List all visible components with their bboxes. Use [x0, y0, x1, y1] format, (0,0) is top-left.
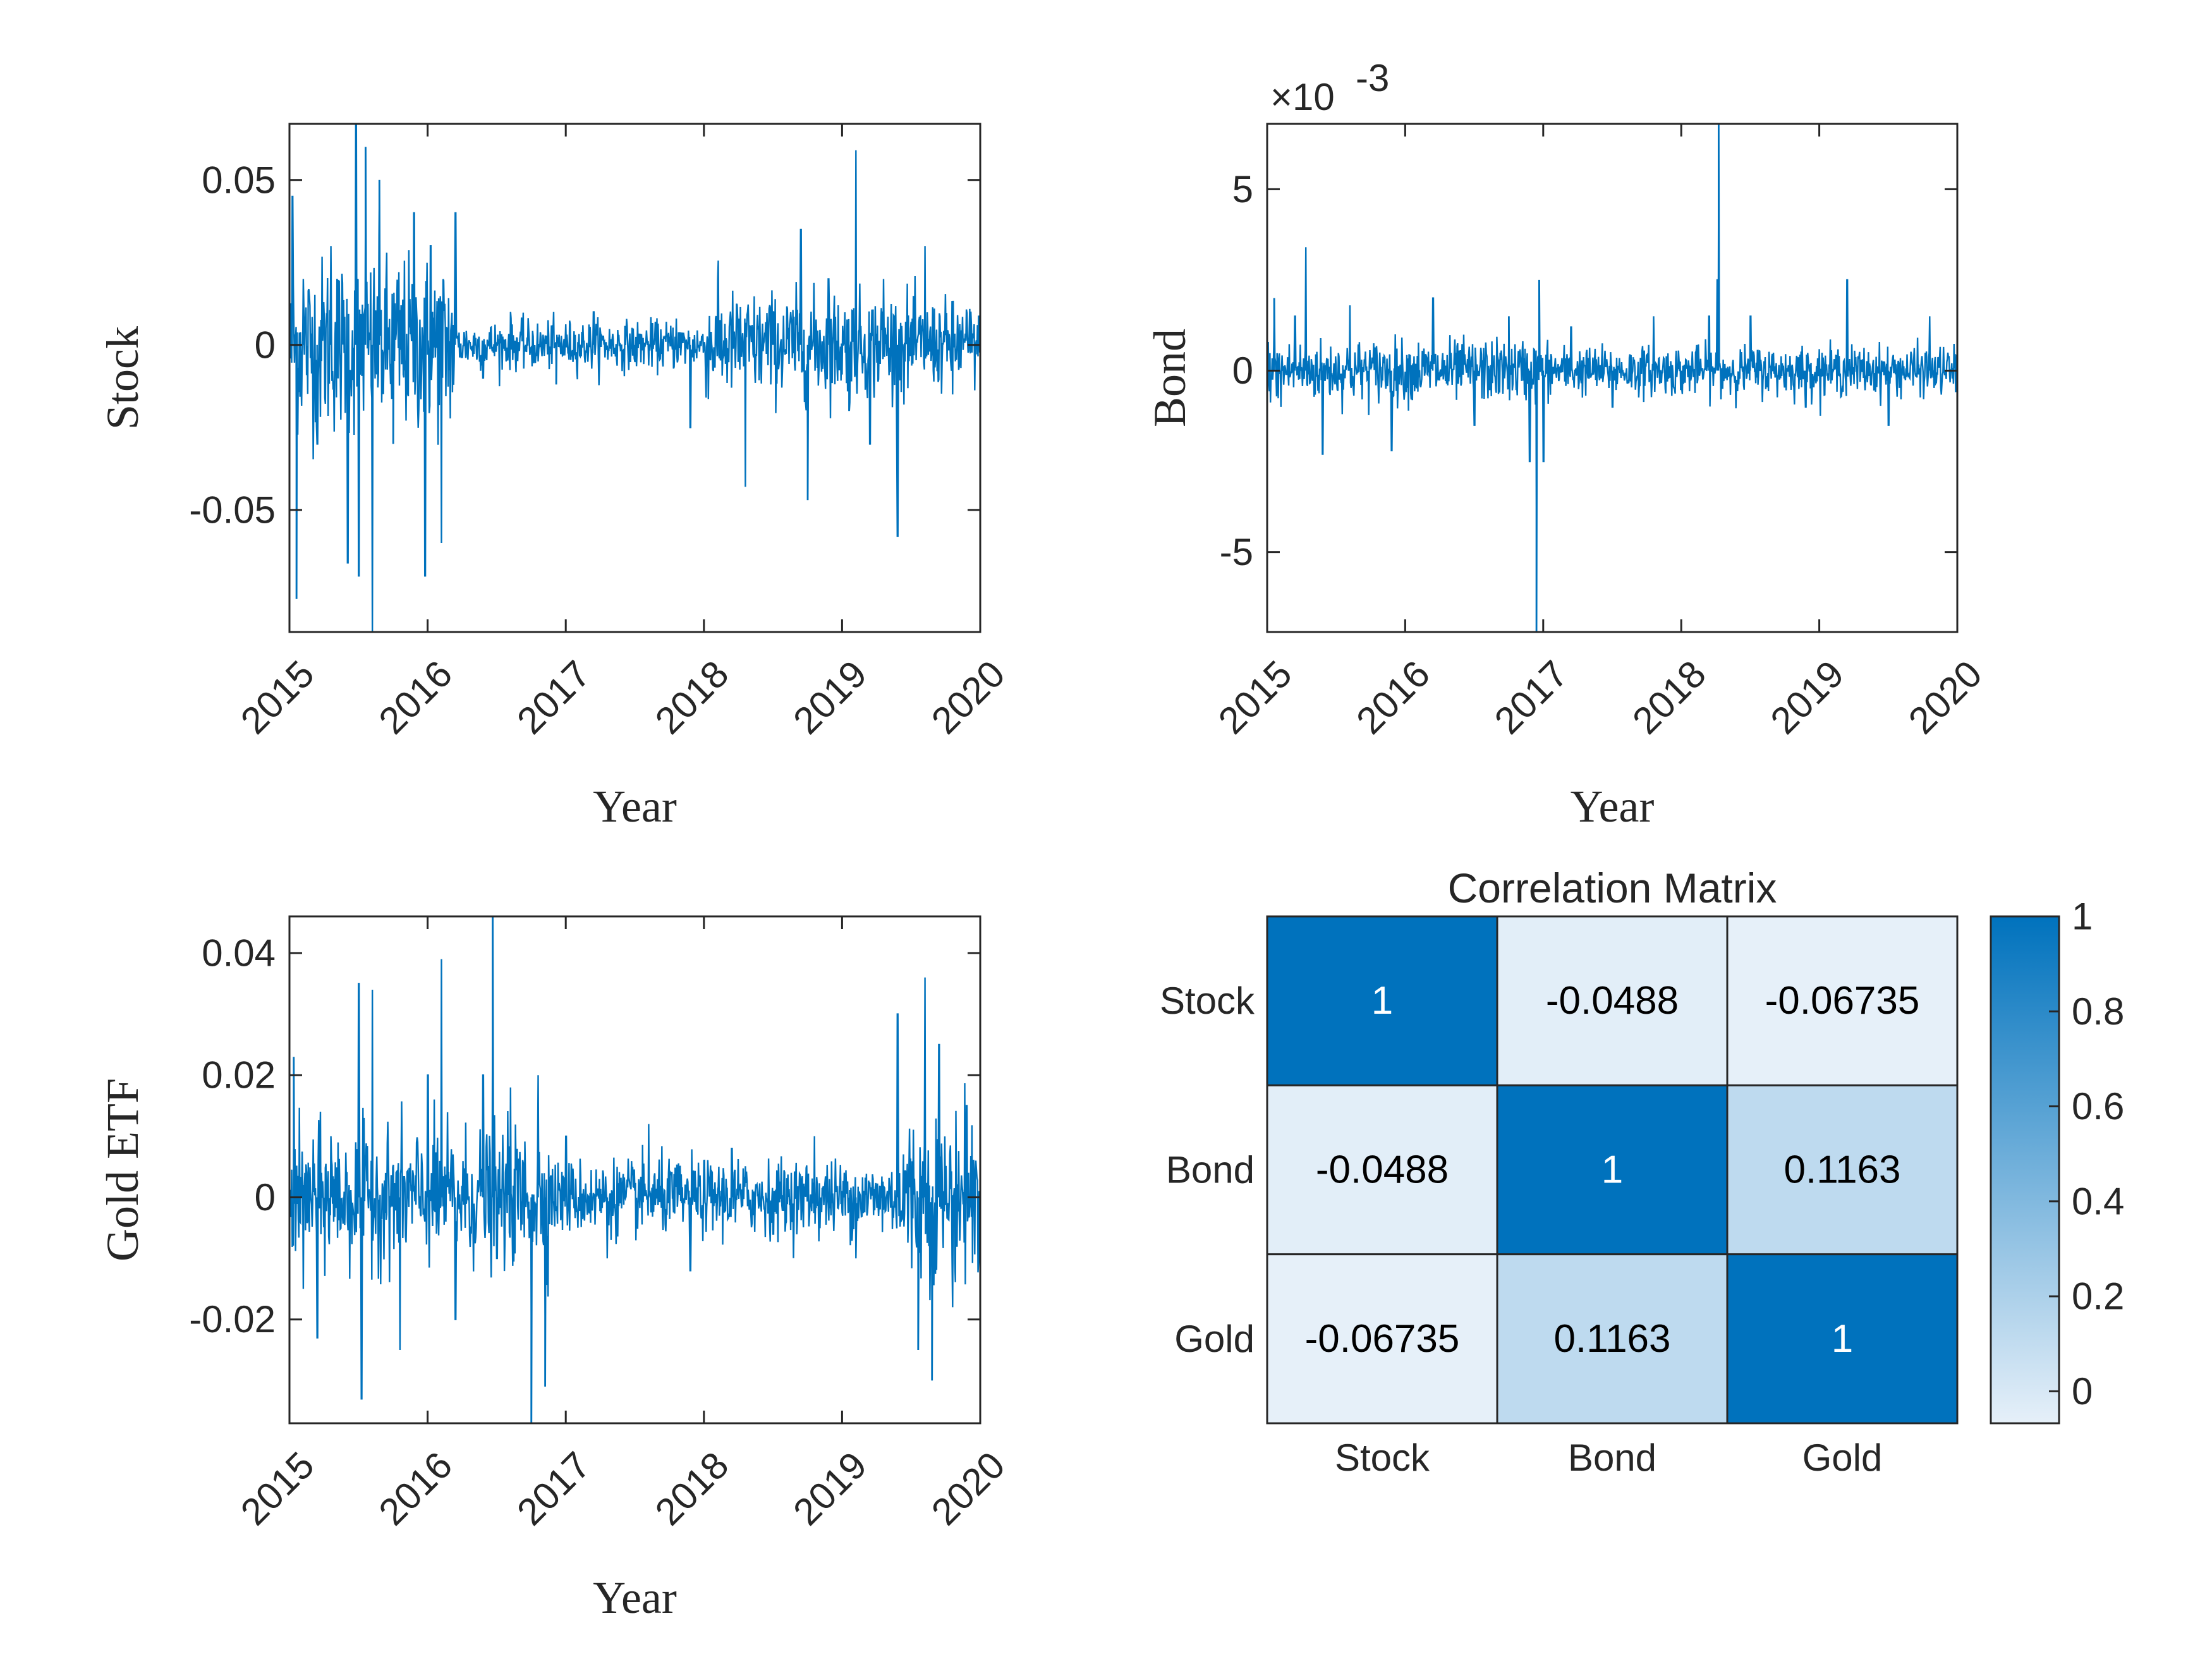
x-tick-label: 2020: [1900, 652, 1990, 742]
x-tick-label: 2018: [647, 1443, 737, 1533]
series-line: [1267, 124, 1957, 632]
x-tick-label: 2020: [923, 1443, 1013, 1533]
y-tick-label: 5: [1232, 168, 1253, 210]
y-tick-label: 0.04: [202, 932, 276, 974]
axes-frame: [288, 915, 981, 1425]
heatmap-cell: [1496, 915, 1729, 1086]
y-tick-label: 0.02: [202, 1054, 276, 1097]
series-line: [289, 124, 980, 632]
heatmap-panel: Correlation Matrix 1 -0.0488 -0.06735 -0.048…: [1160, 865, 2124, 1479]
x-axis-label: Year: [593, 781, 677, 832]
colorbar-tick-label: 0.2: [2072, 1275, 2124, 1318]
col-label: Gold: [1802, 1437, 1883, 1479]
y-axis-label: Stock: [97, 326, 148, 430]
heatmap-cell-label: 1: [1601, 1148, 1623, 1192]
colorbar-tick-label: 0: [2072, 1370, 2093, 1413]
x-tick-label: 2017: [1486, 652, 1576, 742]
x-tick-label: 2018: [1624, 652, 1714, 742]
x-tick-label: 2016: [1348, 652, 1438, 742]
x-axis-label: Year: [1571, 781, 1655, 832]
colorbar-tick-label: 0.4: [2072, 1180, 2124, 1222]
heatmap-cell-label: 0.1163: [1784, 1148, 1900, 1192]
x-tick-label: 2018: [647, 652, 737, 742]
y-tick-label: 0: [255, 324, 276, 366]
exponent-label: ×10: [1270, 76, 1335, 118]
x-tick-label: 2019: [785, 652, 875, 742]
row-label: Stock: [1160, 980, 1255, 1022]
y-tick-label: 0: [1232, 349, 1253, 392]
row-label: Gold: [1174, 1318, 1255, 1360]
subplot-gold-etf: 2015 2016 2017 2018 2019 2020 -0.02 0 0.02 0.04 Ye…: [97, 915, 1013, 1623]
heatmap-cell: [1266, 1084, 1498, 1256]
x-tick-label: 2015: [233, 652, 322, 742]
heatmap-cell: [1726, 1253, 1959, 1425]
heatmap-cell: [1726, 1084, 1959, 1256]
x-axis-label: Year: [593, 1572, 677, 1623]
heatmap-cell-label: 1: [1832, 1317, 1853, 1361]
heatmap-cell: [1496, 1084, 1729, 1256]
axes-frame: [1266, 123, 1959, 633]
x-tick-label: 2015: [233, 1443, 322, 1533]
col-label: Bond: [1568, 1437, 1656, 1479]
y-tick-label: 0: [255, 1176, 276, 1218]
colorbar-tick-label: 0.8: [2072, 990, 2124, 1033]
colorbar: [1990, 915, 2060, 1425]
x-tick-label: 2016: [371, 1443, 461, 1533]
series-line: [289, 916, 980, 1423]
subplot-bond: 2015 2016 2017 2018 2019 2020 -5 0 5 ×10 -3 Year Bon…: [1145, 57, 1990, 832]
y-axis-label: Gold ETF: [97, 1078, 148, 1261]
x-tick-label: 2019: [1763, 652, 1852, 742]
heatmap-cell-label: 0.1163: [1553, 1317, 1670, 1361]
x-tick-label: 2017: [509, 1443, 599, 1533]
x-tick-label: 2019: [785, 1443, 875, 1533]
exponent-power: -3: [1356, 57, 1389, 99]
heatmap-cell-label: -0.06735: [1305, 1317, 1460, 1361]
heatmap-cell: [1266, 915, 1498, 1086]
y-axis-label: Bond: [1145, 329, 1195, 427]
x-tick-label: 2016: [371, 652, 461, 742]
x-tick-label: 2017: [509, 652, 599, 742]
col-label: Stock: [1335, 1437, 1430, 1479]
subplot-stock: 2015 2016 2017 2018 2019 2020 -0.05 0 0.05 Year St…: [97, 123, 1013, 832]
x-tick-label: 2015: [1210, 652, 1300, 742]
chart-title: Correlation Matrix: [1448, 865, 1777, 911]
colorbar-tick-label: 0.6: [2072, 1085, 2124, 1127]
y-tick-label: -0.02: [189, 1298, 276, 1340]
heatmap-cell-label: 1: [1371, 979, 1393, 1023]
heatmap-cell-label: -0.06735: [1765, 979, 1920, 1023]
colorbar-tick-label: 1: [2072, 896, 2093, 938]
heatmap-cell-label: -0.0488: [1546, 979, 1679, 1023]
row-label: Bond: [1166, 1149, 1255, 1191]
heatmap-cell: [1266, 1253, 1498, 1425]
y-tick-label: -0.05: [189, 489, 276, 531]
heatmap-cell-label: -0.0488: [1316, 1148, 1449, 1192]
y-tick-label: -5: [1220, 531, 1253, 573]
y-tick-label: 0.05: [202, 159, 276, 201]
heatmap-cell: [1726, 915, 1959, 1086]
axes-frame: [288, 123, 981, 633]
x-tick-label: 2020: [923, 652, 1013, 742]
